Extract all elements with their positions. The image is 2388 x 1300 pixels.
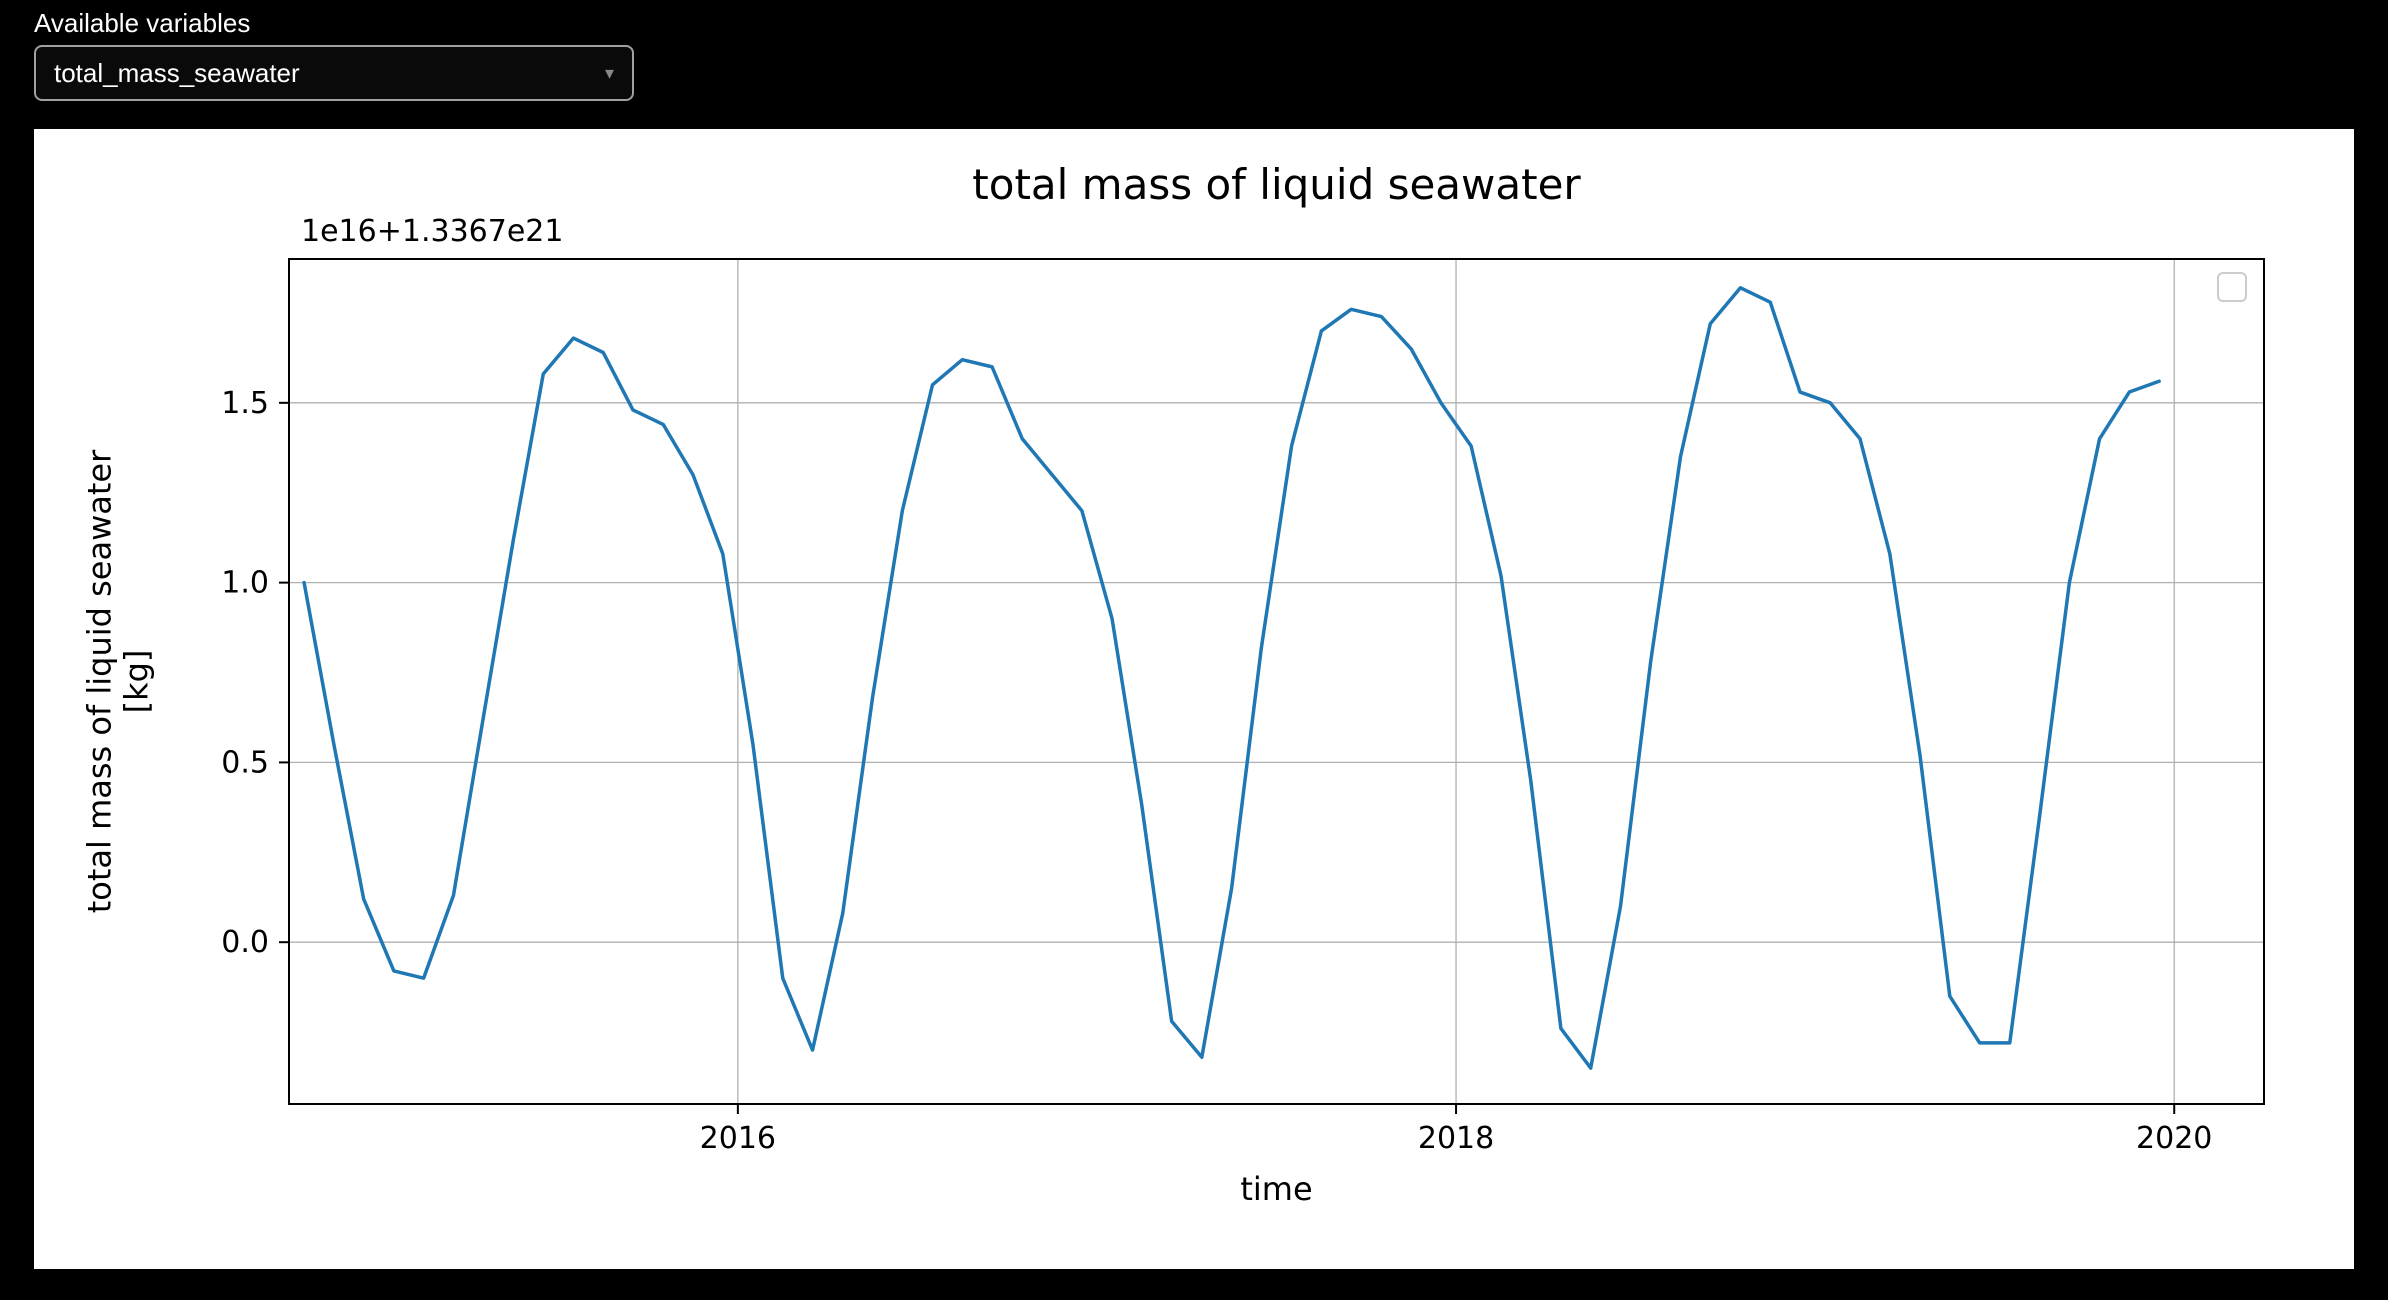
legend-box [2218, 273, 2246, 301]
xtick-label: 2016 [700, 1121, 776, 1156]
ytick-label: 0.5 [221, 745, 269, 780]
variable-dropdown[interactable]: total_mass_seawater ▾ [34, 45, 634, 101]
line-chart: 2016 2018 2020 0.0 0.5 1.0 1.5 total mass of li… [34, 129, 2354, 1269]
chevron-down-icon: ▾ [605, 63, 614, 84]
xtick-label: 2020 [2136, 1121, 2212, 1156]
controls-panel: Available variables total_mass_seawater … [0, 0, 2388, 113]
controls-label: Available variables [34, 8, 2354, 39]
chart-title: total mass of liquid seawater [972, 160, 1581, 209]
dropdown-selected-value: total_mass_seawater [54, 58, 300, 89]
xtick-label: 2018 [1418, 1121, 1494, 1156]
ytick-label: 1.0 [221, 566, 269, 601]
chart-bg [34, 129, 2354, 1269]
svg-text:total mass of liquid seawater: total mass of liquid seawater [81, 449, 119, 913]
svg-text:[kg]: [kg] [117, 650, 155, 714]
chart-container: 2016 2018 2020 0.0 0.5 1.0 1.5 total mass of li… [34, 129, 2354, 1269]
ytick-label: 1.5 [221, 386, 269, 421]
ytick-label: 0.0 [221, 925, 269, 960]
x-axis-label: time [1240, 1170, 1312, 1208]
y-offset-text: 1e16+1.3367e21 [301, 214, 563, 249]
